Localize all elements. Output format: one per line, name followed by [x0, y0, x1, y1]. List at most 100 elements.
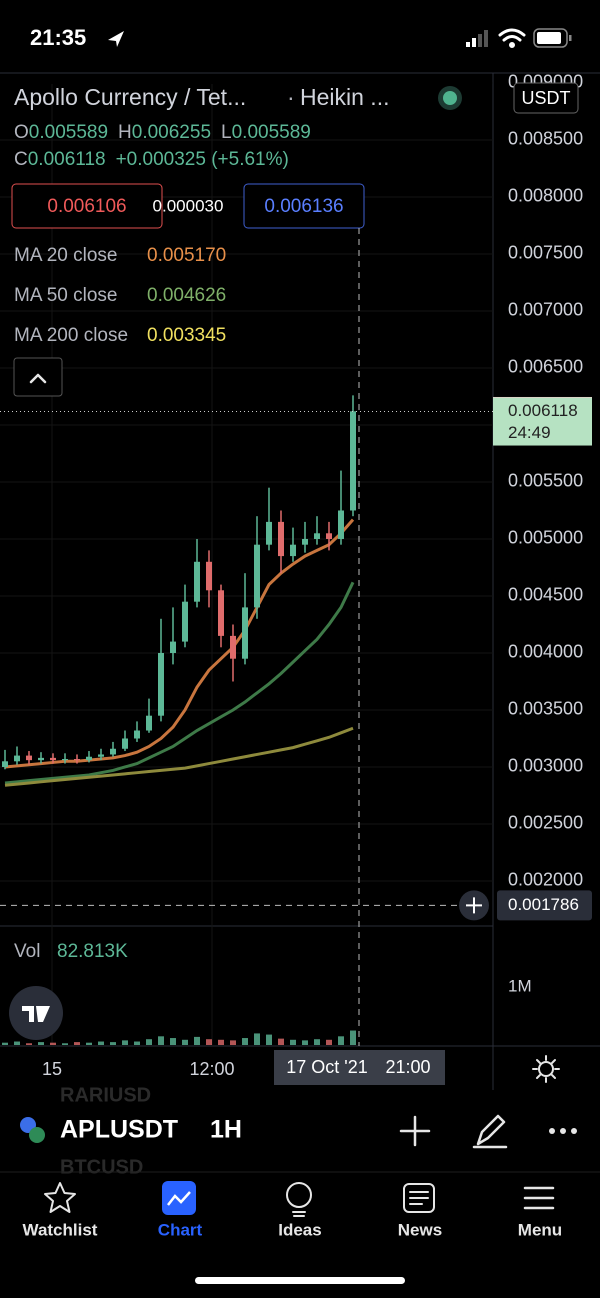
volume-bar [338, 1036, 344, 1045]
ideas-icon[interactable] [286, 1182, 312, 1217]
candle-body [182, 601, 188, 642]
home-indicator [195, 1277, 405, 1284]
candle-body [242, 607, 248, 659]
tab-label[interactable]: Menu [518, 1220, 562, 1239]
ohlc-value: 0.006118 [28, 149, 106, 170]
buy-price[interactable]: 0.006136 [264, 196, 343, 217]
volume-bar [14, 1041, 20, 1045]
candle-body [110, 748, 116, 755]
candle-body [278, 521, 284, 557]
volume-bar [74, 1042, 80, 1045]
interval[interactable]: 1H [210, 1116, 242, 1144]
volume-bar [302, 1040, 308, 1045]
candle-body [74, 759, 80, 761]
price-tick-label: 0.007500 [508, 243, 583, 263]
candle-body [134, 730, 140, 739]
spread: 0.000030 [153, 196, 224, 215]
indicator-value: 0.004626 [147, 285, 226, 306]
volume-bar [314, 1039, 320, 1045]
price-tick-label: 0.008000 [508, 186, 583, 206]
tab-label[interactable]: Ideas [278, 1220, 321, 1239]
news-icon[interactable] [403, 1183, 435, 1213]
location-icon [108, 31, 124, 47]
currency[interactable]: USDT [522, 88, 571, 108]
plus-icon [466, 897, 482, 914]
ohlc-value: 0.005589 [232, 122, 311, 143]
price-tick-label: 0.003000 [508, 756, 583, 776]
crosshair-time-box [274, 1050, 445, 1085]
collapse-button[interactable] [13, 357, 63, 397]
last-price-label: 0.006118 [508, 401, 578, 420]
volume-bar [134, 1041, 140, 1045]
ghost-symbol: RARIUSD [60, 1084, 151, 1106]
volume-bar [170, 1038, 176, 1045]
price-tick-label: 0.007000 [508, 300, 583, 320]
price-tick-label: 0.002500 [508, 813, 583, 833]
more-button[interactable] [549, 1128, 577, 1134]
volume-bar [206, 1039, 212, 1045]
candle-body [14, 755, 20, 762]
indicator-value: 0.003345 [147, 325, 226, 346]
menu-icon[interactable] [523, 1186, 555, 1210]
ohlc-key: H [118, 122, 132, 143]
symbol[interactable]: APLUSDT [60, 1116, 178, 1144]
volume-bar [290, 1039, 296, 1045]
time-label: 15 [42, 1059, 62, 1079]
logo [22, 1006, 50, 1022]
chart-icon[interactable] [162, 1181, 196, 1215]
volume-bar [86, 1042, 92, 1045]
candle-body [266, 521, 272, 545]
price-tick-label: 0.004000 [508, 642, 583, 662]
volume-bar [182, 1039, 188, 1045]
candle-body [206, 561, 212, 591]
indicator-name: MA 200 close [14, 325, 128, 346]
sell-price[interactable]: 0.006106 [47, 196, 126, 217]
candle-body [62, 759, 68, 761]
candle-body [2, 761, 8, 767]
crosshair-price-label: 0.001786 [508, 895, 579, 914]
symbol-name: Apollo Currency / Tet... [14, 84, 246, 110]
ohlc-value: 0.006255 [132, 122, 211, 143]
clock: 21:35 [30, 25, 86, 50]
draw-button[interactable] [472, 1114, 508, 1149]
candle-body [350, 411, 356, 511]
currency-button[interactable] [513, 82, 579, 114]
candle-body [338, 510, 344, 539]
ohlc-row: C0.006118 +0.000325 (+5.61%) [14, 149, 289, 170]
settings-icon[interactable] [532, 1055, 560, 1083]
header-mask [0, 74, 492, 84]
sell-button[interactable] [11, 183, 163, 229]
volume-bar [98, 1041, 104, 1045]
ohlc-key: C [14, 149, 28, 170]
countdown: 24:49 [508, 423, 551, 442]
moving-average-line [4, 581, 355, 785]
price-tick-label: 0.008500 [508, 129, 583, 149]
candle-body [170, 641, 176, 653]
watchlist-icon[interactable] [44, 1182, 76, 1213]
ohlc-row: O0.005589 H0.006255 L0.005589 [14, 122, 311, 143]
crosshair-date: 17 Oct '21 [286, 1057, 367, 1077]
volume-bar [62, 1043, 68, 1045]
candle-body [254, 544, 260, 608]
last-price-box [493, 397, 592, 446]
chart-icon-line [167, 1191, 191, 1206]
price-tick-label: 0.003500 [508, 699, 583, 719]
volume-bar [218, 1039, 224, 1045]
volume-value: 82.813K [57, 941, 128, 962]
candle-body [158, 652, 164, 716]
candle-body [146, 715, 152, 731]
price-tick-label: 0.005500 [508, 471, 583, 491]
time-label: 12:00 [189, 1059, 234, 1079]
logo-badge[interactable] [9, 986, 63, 1040]
candle-body [302, 538, 308, 545]
tab-label[interactable]: News [398, 1220, 442, 1239]
moving-average-line [4, 726, 354, 787]
candle-body [122, 738, 128, 749]
volume-bar [350, 1030, 356, 1045]
volume-bar [230, 1040, 236, 1045]
tab-label[interactable]: Watchlist [23, 1220, 98, 1239]
add-button[interactable] [399, 1115, 431, 1147]
ghost-symbol: BTCUSD [60, 1156, 143, 1178]
tab-label[interactable]: Chart [158, 1220, 203, 1239]
buy-button[interactable] [243, 183, 365, 229]
